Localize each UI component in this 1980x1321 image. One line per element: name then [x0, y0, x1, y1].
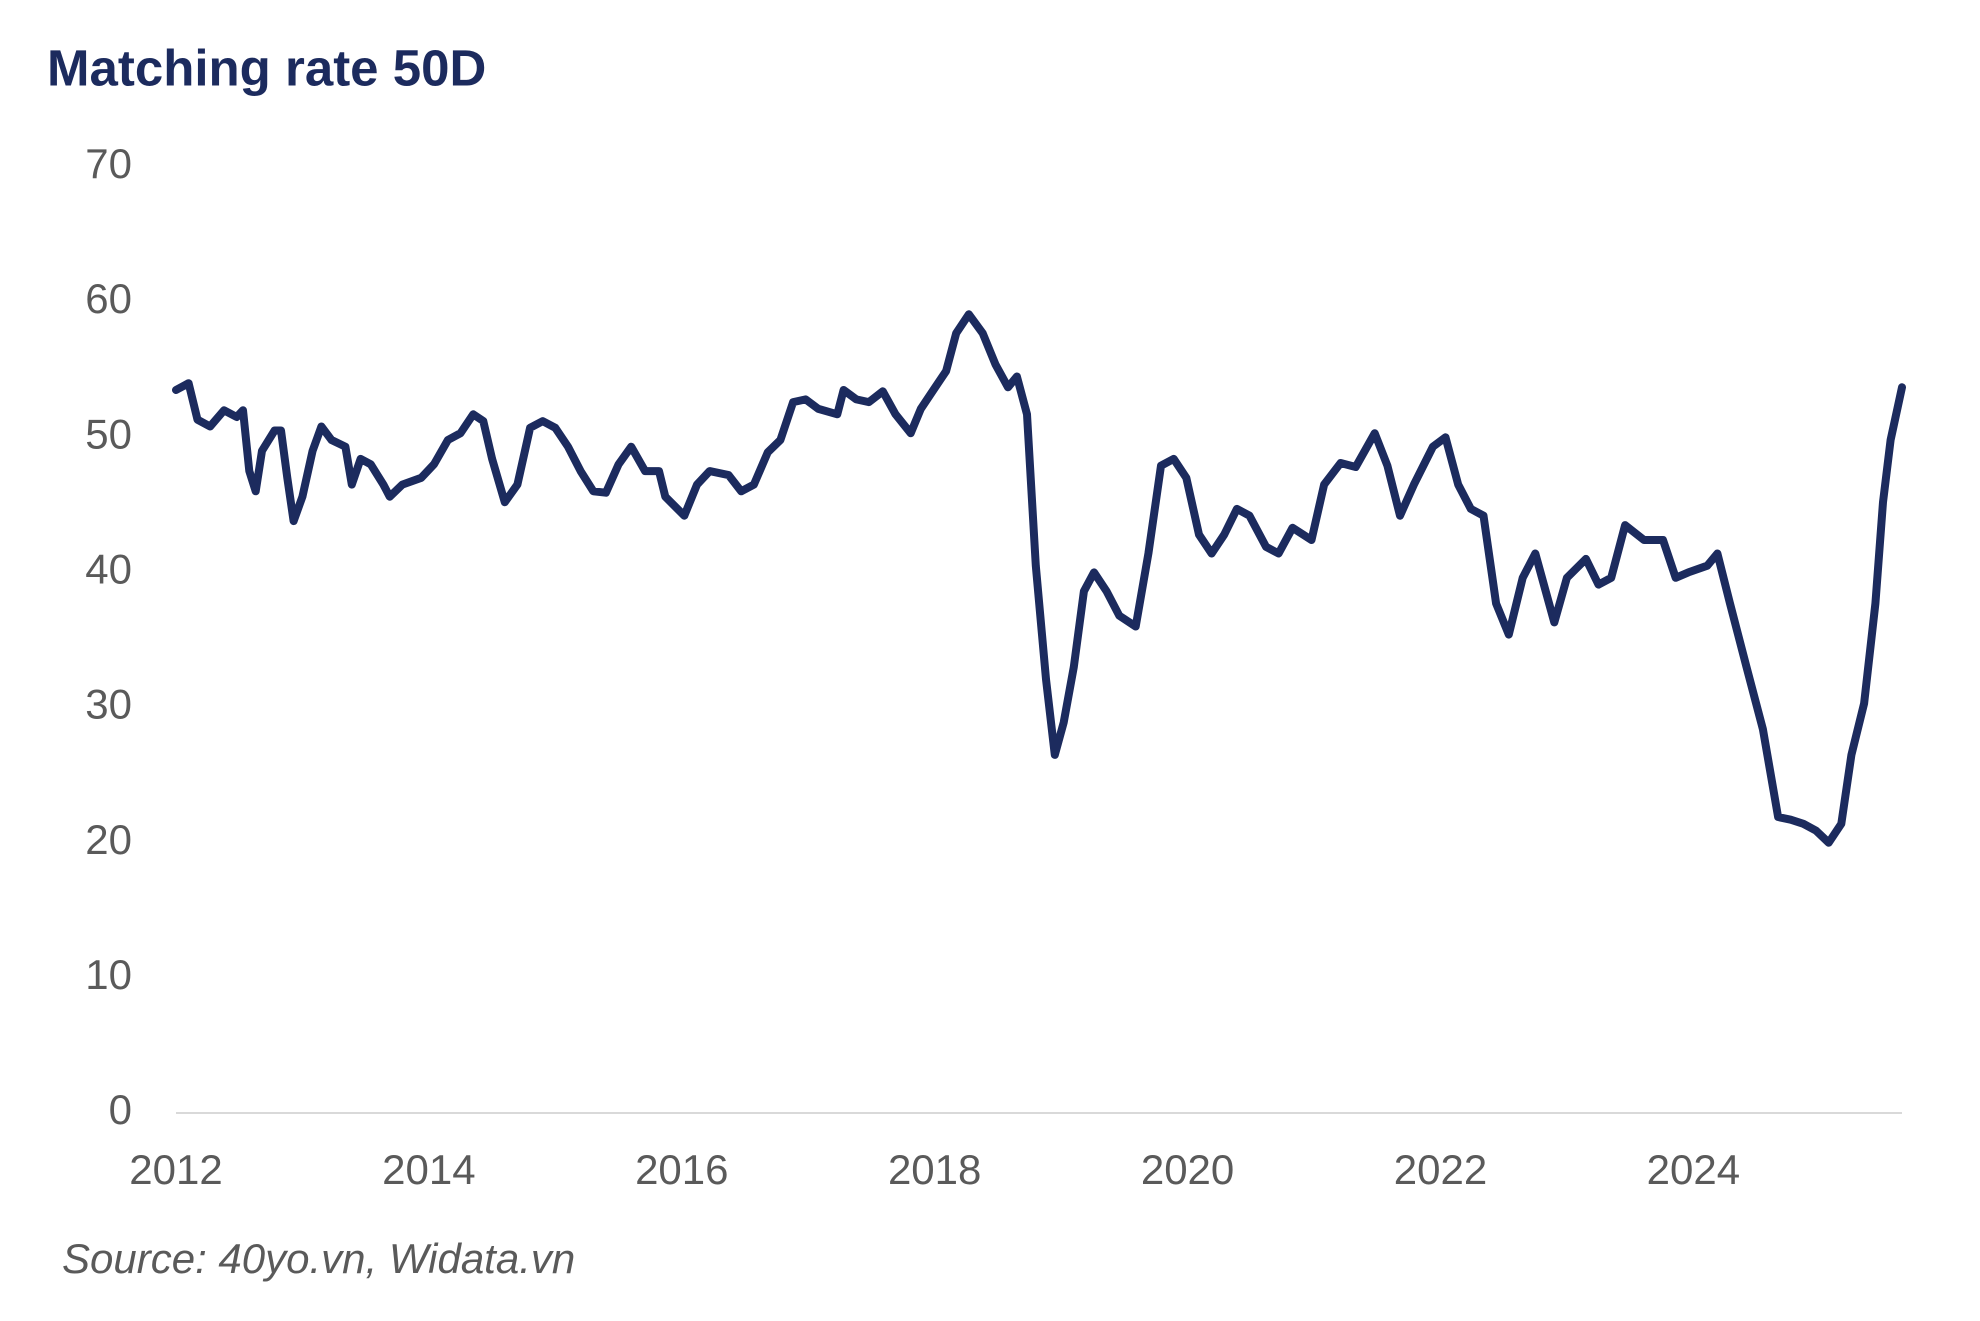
data-line [172, 310, 1906, 847]
y-tick-label: 30 [85, 681, 132, 728]
chart-title: Matching rate 50D [47, 39, 486, 96]
x-tick-label: 2012 [129, 1146, 222, 1193]
x-tick-label: 2024 [1647, 1146, 1740, 1193]
x-tick-label: 2022 [1394, 1146, 1487, 1193]
y-tick-label: 60 [85, 275, 132, 322]
y-tick-label: 20 [85, 816, 132, 863]
y-tick-label: 40 [85, 546, 132, 593]
x-tick-label: 2016 [635, 1146, 728, 1193]
source-note: Source: 40yo.vn, Widata.vn [62, 1235, 575, 1282]
x-tick-label: 2014 [382, 1146, 475, 1193]
y-tick-label: 10 [85, 951, 132, 998]
x-tick-label: 2020 [1141, 1146, 1234, 1193]
y-tick-label: 70 [85, 140, 132, 187]
y-tick-label: 50 [85, 410, 132, 457]
x-tick-label: 2018 [888, 1146, 981, 1193]
y-tick-label: 0 [109, 1086, 132, 1133]
